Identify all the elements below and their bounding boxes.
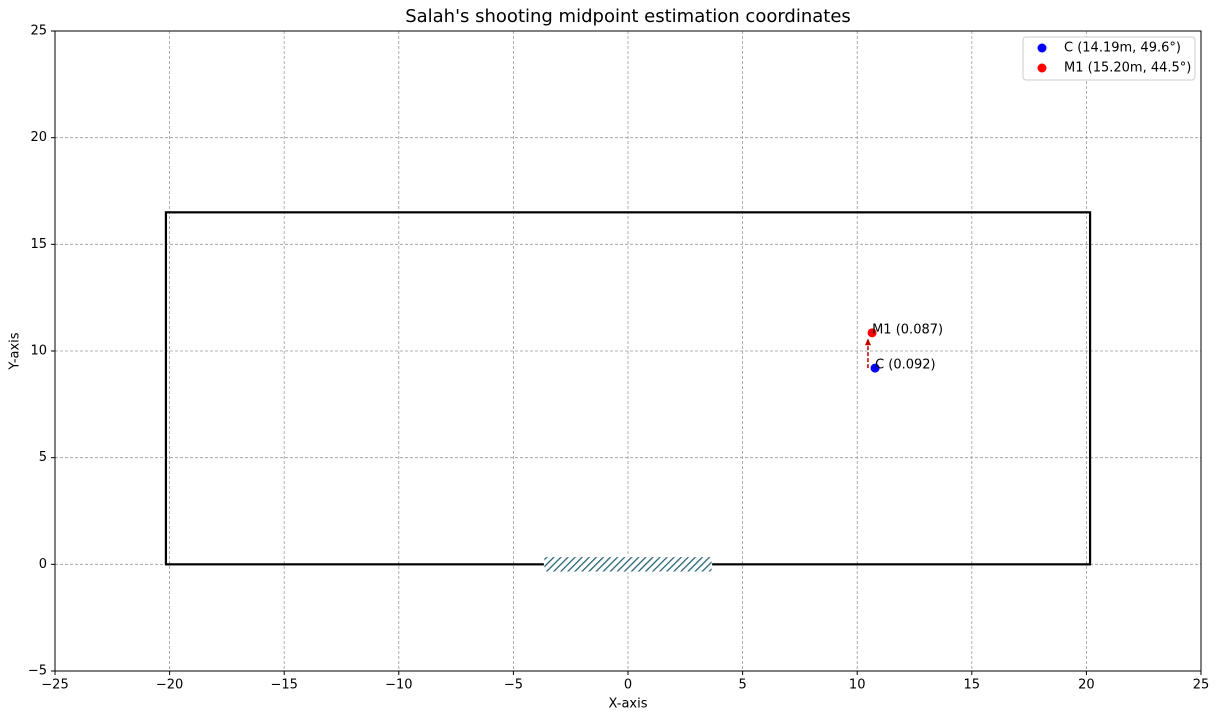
x-tick-label: −20 — [156, 678, 183, 693]
goal — [543, 556, 713, 573]
legend-box — [1022, 36, 1196, 81]
x-tick-label: 0 — [624, 678, 632, 693]
plot-frame — [54, 30, 1202, 672]
y-tick-label: 15 — [30, 237, 47, 252]
legend-label: C (14.19m, 49.6°) — [1064, 41, 1181, 56]
x-tick-label: −10 — [385, 678, 412, 693]
x-tick-label: −15 — [270, 678, 297, 693]
x-tick-label: 10 — [849, 678, 866, 693]
y-tick-label: −5 — [28, 664, 47, 679]
legend-label: M1 (15.20m, 44.5°) — [1064, 61, 1191, 76]
x-tick-label: −5 — [504, 678, 523, 693]
y-tick-label: 20 — [30, 130, 47, 145]
legend-marker — [1037, 43, 1047, 53]
x-tick-label: 15 — [964, 678, 981, 693]
y-axis-label: Y-axis — [8, 332, 23, 370]
y-tick-label: 25 — [30, 24, 47, 39]
point — [870, 363, 880, 373]
x-tick-label: 25 — [1193, 678, 1210, 693]
x-tick-label: 20 — [1078, 678, 1095, 693]
x-tick-label: 5 — [738, 678, 746, 693]
point — [867, 328, 877, 338]
x-tick-label: −25 — [41, 678, 68, 693]
annotation: C (0.092) — [875, 358, 936, 373]
y-tick-label: 10 — [30, 344, 47, 359]
y-tick-label: 5 — [39, 450, 47, 465]
legend-marker — [1037, 63, 1047, 73]
x-axis-label: X-axis — [609, 697, 648, 712]
y-tick-label: 0 — [39, 557, 47, 572]
annotation: M1 (0.087) — [872, 322, 943, 337]
arrow-head — [864, 338, 871, 346]
chart-title: Salah's shooting midpoint estimation coo… — [405, 6, 851, 27]
